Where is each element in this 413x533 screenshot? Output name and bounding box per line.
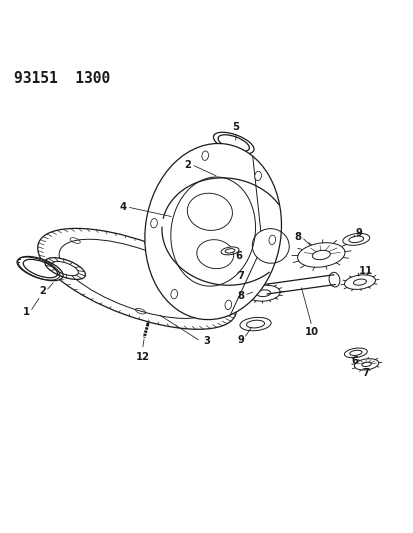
Text: 3: 3: [202, 336, 209, 346]
Text: 8: 8: [294, 232, 301, 242]
Text: 8: 8: [236, 291, 243, 301]
Text: 7: 7: [361, 368, 368, 377]
Ellipse shape: [145, 143, 281, 320]
Text: 1: 1: [23, 306, 30, 317]
Text: 93151  1300: 93151 1300: [14, 71, 110, 86]
Ellipse shape: [45, 257, 85, 279]
Ellipse shape: [18, 256, 63, 281]
Ellipse shape: [202, 151, 208, 160]
Text: 2: 2: [184, 159, 191, 169]
Ellipse shape: [221, 247, 238, 255]
Text: 9: 9: [355, 228, 362, 238]
Ellipse shape: [213, 132, 254, 154]
Ellipse shape: [339, 273, 379, 292]
Ellipse shape: [254, 171, 261, 181]
Text: 12: 12: [135, 352, 149, 361]
Text: 4: 4: [119, 202, 126, 212]
Ellipse shape: [215, 160, 252, 180]
Text: 6: 6: [235, 251, 242, 261]
Ellipse shape: [242, 283, 284, 303]
Text: 11: 11: [358, 265, 372, 276]
Ellipse shape: [240, 317, 271, 331]
Ellipse shape: [344, 348, 366, 358]
Ellipse shape: [225, 300, 231, 310]
Ellipse shape: [223, 260, 264, 279]
Text: 2: 2: [39, 286, 46, 296]
Ellipse shape: [150, 219, 157, 228]
Text: 10: 10: [304, 327, 318, 337]
Text: 7: 7: [237, 271, 244, 281]
Text: 5: 5: [232, 122, 239, 132]
Ellipse shape: [342, 233, 369, 245]
Ellipse shape: [292, 240, 349, 270]
Text: 6: 6: [350, 356, 357, 366]
Ellipse shape: [38, 229, 236, 329]
Text: 9: 9: [237, 335, 243, 345]
Ellipse shape: [268, 235, 275, 245]
Ellipse shape: [351, 358, 380, 372]
Ellipse shape: [171, 289, 177, 299]
